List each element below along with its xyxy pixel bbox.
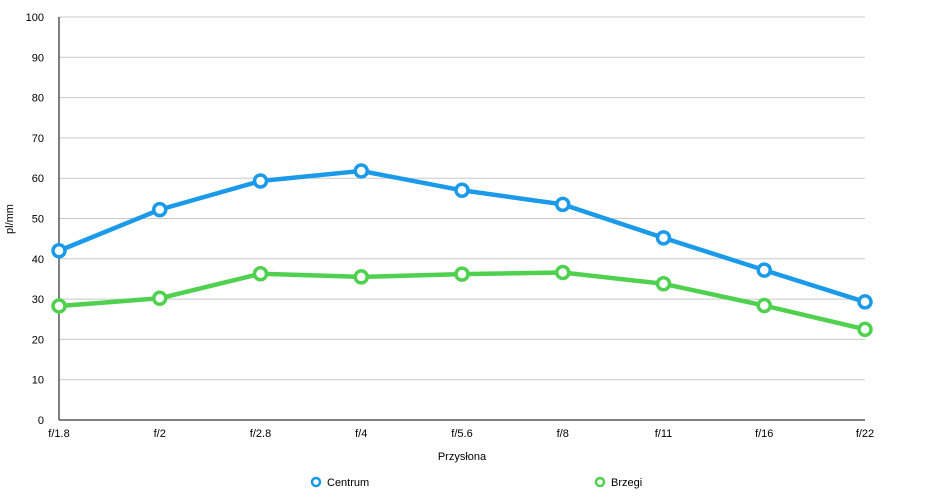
x-axis-title: Przysłona	[438, 451, 487, 463]
legend: Centrum Brzegi	[310, 476, 642, 489]
data-point	[252, 173, 269, 189]
legend-item: Brzegi	[594, 476, 642, 489]
axes: 0 10 20 30 40 50 60 70 80 90 100 f/1.8 f/2 f/2.8 f/4 f/…	[26, 12, 875, 440]
data-point	[152, 201, 168, 218]
y-tick-label: 20	[32, 334, 44, 346]
data-point	[454, 266, 470, 282]
x-tick-label: f/1.8	[48, 428, 69, 440]
data-point	[756, 297, 772, 314]
data-point	[252, 265, 269, 282]
series-brzegi	[51, 264, 873, 338]
legend-marker	[310, 476, 322, 488]
data-point	[353, 269, 369, 285]
y-tick-label: 60	[32, 173, 44, 185]
y-tick-label: 100	[26, 12, 44, 24]
x-tick-label: f/16	[755, 428, 773, 440]
data-point	[555, 264, 571, 281]
data-point	[655, 276, 672, 292]
data-point	[454, 182, 470, 199]
y-tick-label: 40	[32, 254, 44, 266]
x-tick-label: f/5.6	[451, 428, 472, 440]
data-point	[857, 294, 873, 310]
series-centrum	[51, 163, 873, 310]
legend-label: Brzegi	[611, 477, 642, 489]
series	[51, 163, 873, 338]
x-tick-label: f/22	[856, 428, 874, 440]
x-tick-label: f/4	[355, 428, 367, 440]
y-tick-label: 30	[32, 294, 44, 306]
x-tick-label: f/8	[557, 428, 569, 440]
y-tick-label: 10	[32, 375, 44, 387]
y-tick-label: 70	[32, 133, 44, 145]
grid	[59, 16, 865, 381]
y-tick-label: 50	[32, 214, 44, 226]
legend-item: Centrum	[310, 476, 369, 489]
y-tick-label: 90	[32, 52, 44, 64]
data-point	[152, 290, 168, 307]
data-point	[655, 230, 672, 246]
data-point	[555, 196, 571, 213]
data-point	[756, 262, 772, 278]
data-point	[51, 298, 67, 314]
x-tick-label: f/2	[154, 428, 166, 440]
y-tick-label: 80	[32, 93, 44, 105]
data-point	[51, 242, 67, 259]
y-tick-label: 0	[38, 415, 44, 427]
data-point	[857, 321, 873, 338]
legend-marker	[594, 476, 606, 488]
y-axis-title: pl/mm	[4, 204, 16, 234]
legend-label: Centrum	[327, 477, 369, 489]
x-tick-label: f/2.8	[250, 428, 271, 440]
data-point	[353, 163, 369, 179]
x-tick-label: f/11	[655, 428, 673, 440]
